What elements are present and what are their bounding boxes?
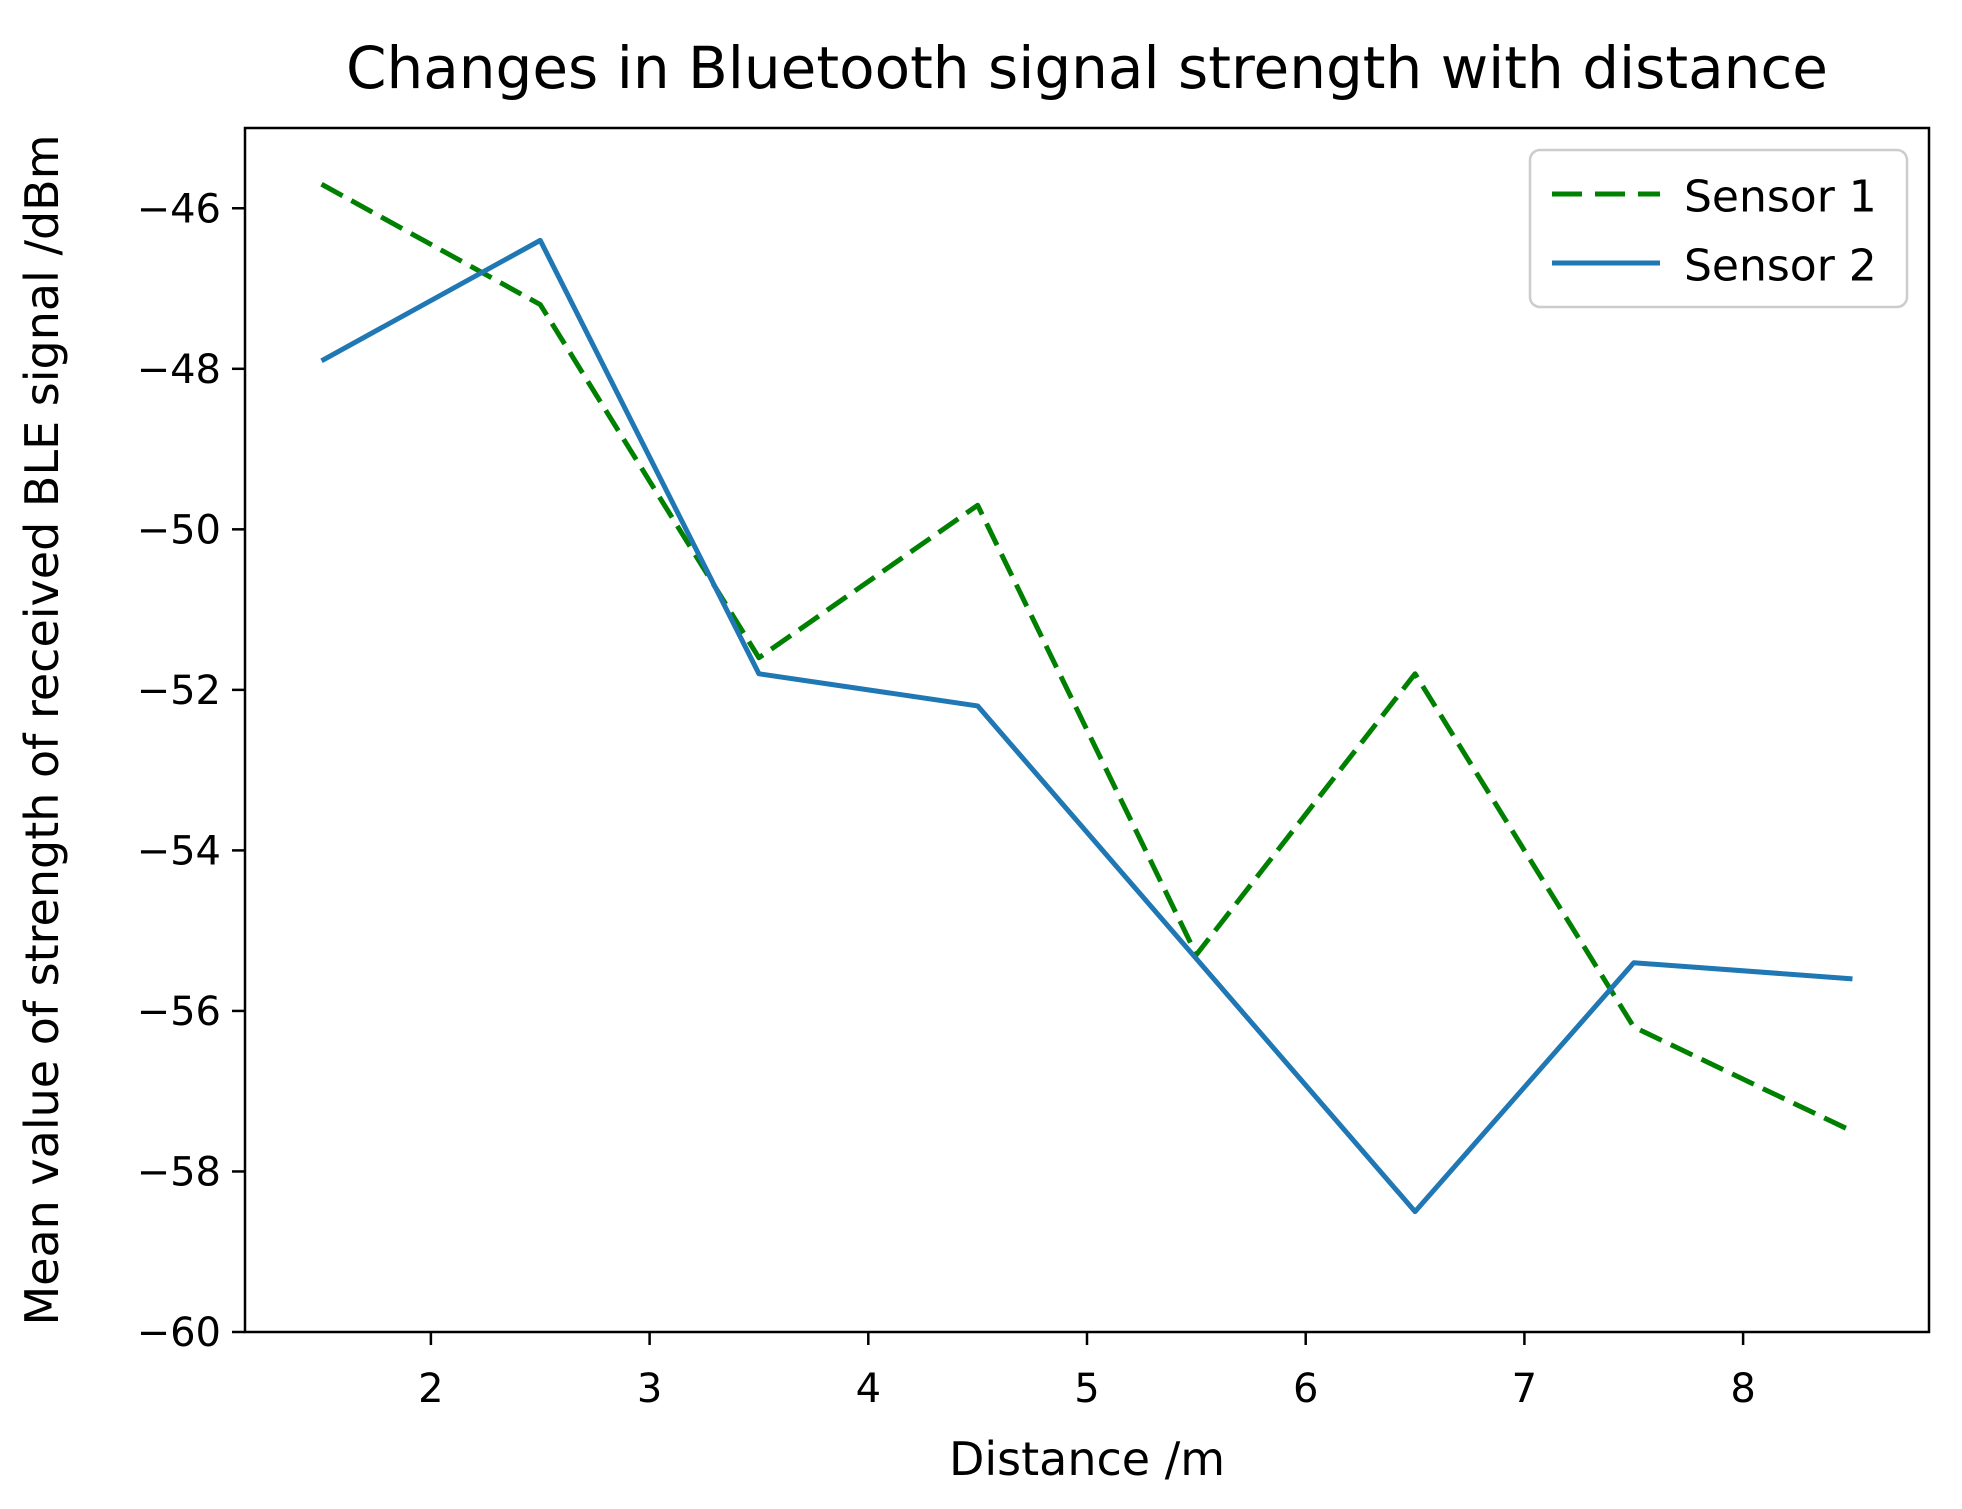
x-tick-label: 2 [418, 1366, 443, 1412]
axes: 2 3 4 5 6 7 8 −60 −58 −56 −54 −52 −50 −48 −46 [137, 126, 1931, 1412]
sensor-2-line [320, 237, 1853, 1215]
legend-label-sensor-2: Sensor 2 [1684, 241, 1877, 292]
x-tick-label: 6 [1293, 1366, 1318, 1412]
chart-title: Changes in Bluetooth signal strength wit… [346, 34, 1828, 102]
y-tick-label: −60 [137, 1310, 221, 1356]
y-axis-label: Mean value of strength of received BLE s… [15, 134, 69, 1325]
y-tick-label: −52 [137, 668, 221, 714]
x-tick-label: 4 [856, 1366, 881, 1412]
y-tick-label: −48 [137, 347, 221, 393]
x-tick-label: 5 [1074, 1366, 1099, 1412]
series-lines [320, 181, 1854, 1215]
x-tick-label: 7 [1512, 1366, 1537, 1412]
y-tick-label: −46 [137, 186, 221, 232]
y-tick-label: −54 [137, 828, 221, 874]
y-tick-label: −56 [137, 989, 221, 1035]
y-tick-label: −50 [137, 507, 221, 553]
legend-box [1528, 148, 1909, 309]
legend: Sensor 1 Sensor 2 [1528, 148, 1909, 309]
x-axis-label: Distance /m [949, 1432, 1225, 1486]
sensor-1-line [320, 181, 1854, 1134]
y-tick-label: −58 [137, 1149, 221, 1195]
plot-border [243, 126, 1931, 1334]
x-tick-label: 3 [637, 1366, 662, 1412]
legend-label-sensor-1: Sensor 1 [1684, 172, 1877, 223]
x-tick-label: 8 [1730, 1366, 1755, 1412]
